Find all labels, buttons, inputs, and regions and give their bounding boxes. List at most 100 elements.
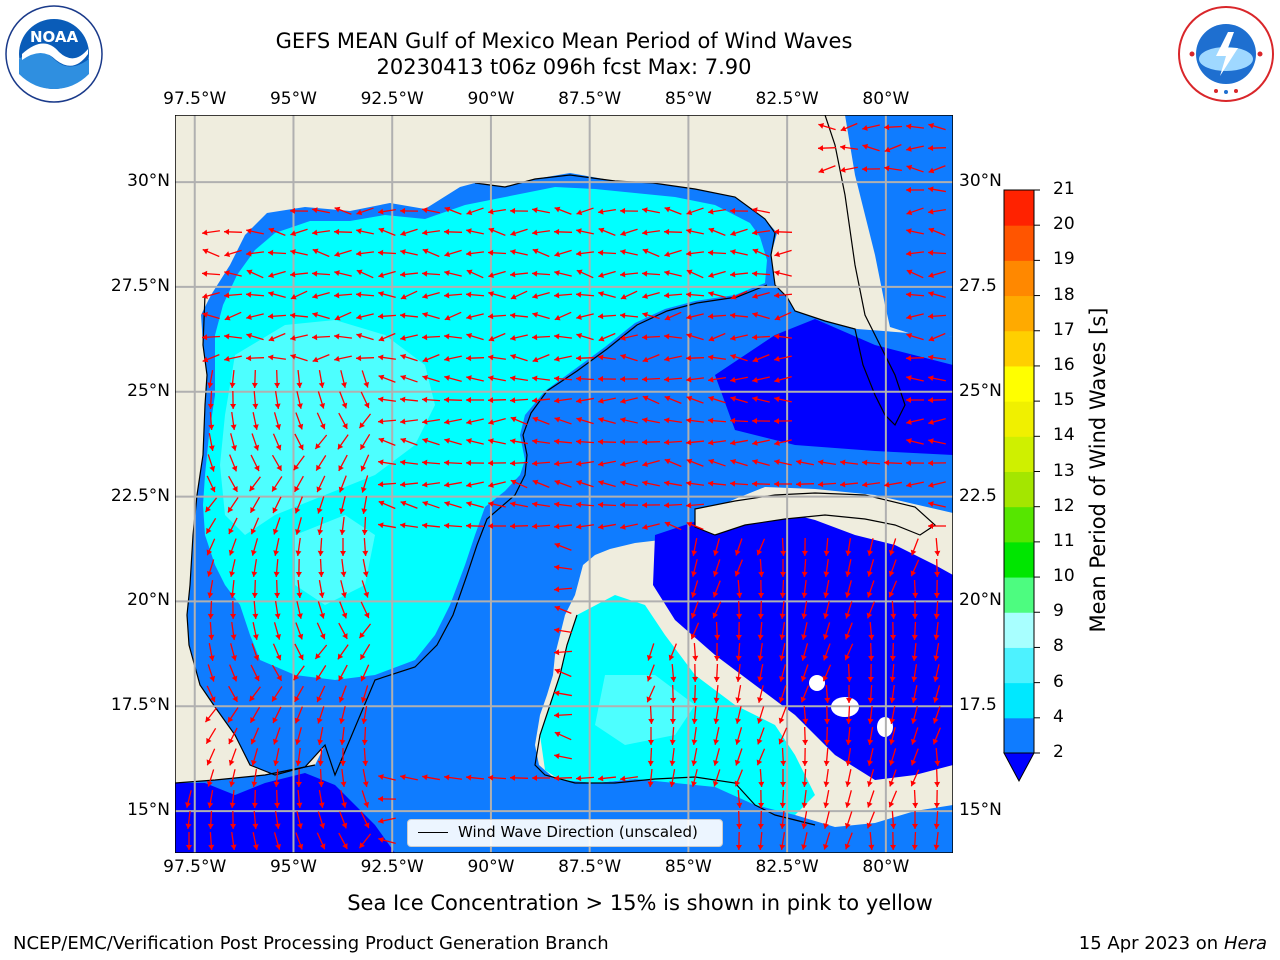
wind-arrow-head — [867, 718, 874, 724]
wind-arrow-head — [620, 353, 627, 360]
wind-arrow-head — [554, 731, 561, 738]
wind-arrow-head — [444, 355, 450, 362]
wind-arrow-head — [246, 355, 252, 362]
wind-arrow-head — [778, 717, 785, 724]
wind-arrow-head — [316, 696, 323, 703]
wind-arrow-head — [359, 422, 365, 429]
wind-arrow-head — [714, 634, 721, 640]
wind-arrow-head — [206, 780, 213, 787]
wind-arrow-head — [444, 481, 450, 488]
wind-arrow-head — [532, 397, 538, 404]
wind-arrow-head — [466, 314, 472, 320]
wind-arrow-head — [734, 549, 741, 556]
colorbar — [1003, 189, 1040, 783]
wind-arrow-head — [341, 402, 348, 409]
wind-arrow-head — [378, 335, 385, 342]
wind-arrow-head — [928, 523, 933, 529]
wind-arrow-head — [274, 802, 281, 808]
wind-arrow-head — [928, 145, 934, 152]
axis-tick-label: 95°W — [269, 89, 317, 109]
wind-arrow-head — [378, 500, 385, 507]
wind-arrow-head — [208, 634, 215, 640]
wind-arrow-head — [867, 781, 873, 787]
wind-arrow-head — [444, 228, 450, 235]
wind-arrow-head — [319, 633, 326, 640]
wind-arrow-head — [228, 549, 235, 556]
wind-arrow-head — [208, 445, 215, 451]
wind-arrow-head — [752, 396, 758, 402]
wind-arrow-head — [231, 445, 237, 451]
wind-arrow-head — [802, 739, 809, 745]
wind-arrow-head — [274, 592, 281, 598]
wind-arrow-head — [906, 164, 913, 171]
wind-arrow-head — [691, 550, 698, 556]
wind-arrow-head — [669, 781, 676, 787]
wind-arrow-head — [378, 313, 384, 320]
axis-tick-label: 85°W — [664, 89, 712, 109]
wind-arrow-head — [488, 272, 494, 278]
noaa-logo-text: NOAA — [30, 28, 79, 46]
wind-arrow-head — [928, 167, 935, 174]
wind-arrow-head — [272, 738, 279, 745]
wind-arrow-head — [356, 332, 363, 339]
wind-arrow-head — [275, 844, 281, 850]
wind-arrow-head — [554, 333, 560, 340]
wind-arrow-head — [334, 228, 340, 235]
wind-arrow-head — [730, 353, 737, 360]
wind-arrow-head — [862, 124, 868, 131]
wind-arrow-head — [532, 438, 538, 445]
wind-arrow-head — [647, 760, 654, 766]
wind-arrow-head — [620, 376, 626, 383]
wind-arrow-head — [290, 312, 296, 319]
wind-arrow-head — [224, 251, 231, 258]
wind-arrow-head — [933, 823, 940, 829]
wind-arrow-head — [752, 480, 758, 487]
wind-arrow-head — [928, 354, 934, 361]
wind-arrow-head — [318, 571, 325, 577]
wind-arrow-head — [796, 459, 802, 466]
wind-arrow-head — [823, 550, 830, 556]
wind-arrow-head — [317, 760, 324, 766]
wind-arrow-head — [646, 696, 653, 703]
wind-arrow-head — [906, 375, 912, 382]
wind-arrow-head — [933, 655, 940, 661]
wind-arrow-head — [910, 549, 917, 556]
wind-arrow-head — [867, 676, 874, 682]
wind-arrow-head — [510, 207, 516, 214]
wind-arrow-head — [576, 479, 583, 486]
wind-arrow-head — [274, 382, 281, 388]
axis-tick-label: 95°W — [269, 857, 317, 877]
wind-arrow-head — [912, 614, 918, 619]
wind-arrow-head — [228, 759, 235, 766]
wind-arrow-head — [664, 270, 670, 276]
wind-arrow-head — [206, 549, 213, 556]
legend-line-swatch — [418, 832, 448, 833]
wind-arrow-head — [207, 823, 214, 829]
wind-arrow-head — [800, 675, 807, 682]
wind-arrow-head — [334, 206, 341, 213]
wind-arrow-head — [774, 251, 781, 258]
wind-arrow-head — [664, 314, 671, 321]
wind-arrow-head — [823, 739, 830, 745]
wind-arrow-head — [532, 356, 539, 363]
wind-arrow-head — [884, 165, 890, 172]
wind-arrow-head — [488, 482, 494, 488]
wind-arrow-head — [228, 738, 234, 745]
wind-arrow-head — [756, 717, 763, 724]
wind-arrow-head — [231, 675, 238, 682]
wind-arrow-head — [774, 418, 780, 425]
wind-arrow-head — [911, 718, 917, 724]
wind-arrow-head — [686, 209, 693, 216]
wind-arrow-head — [532, 270, 538, 277]
wind-arrow-head — [400, 249, 406, 256]
wind-arrow-head — [801, 823, 808, 829]
wind-arrow-head — [642, 524, 648, 530]
colorbar-segment — [1004, 365, 1034, 402]
wind-arrow-head — [202, 312, 208, 318]
wind-arrow-head — [756, 759, 763, 766]
wind-arrow-head — [867, 697, 874, 703]
wind-arrow-head — [318, 382, 325, 388]
wind-arrow-head — [691, 571, 697, 577]
wind-arrow-head — [752, 356, 759, 363]
wind-arrow-head — [690, 633, 697, 640]
